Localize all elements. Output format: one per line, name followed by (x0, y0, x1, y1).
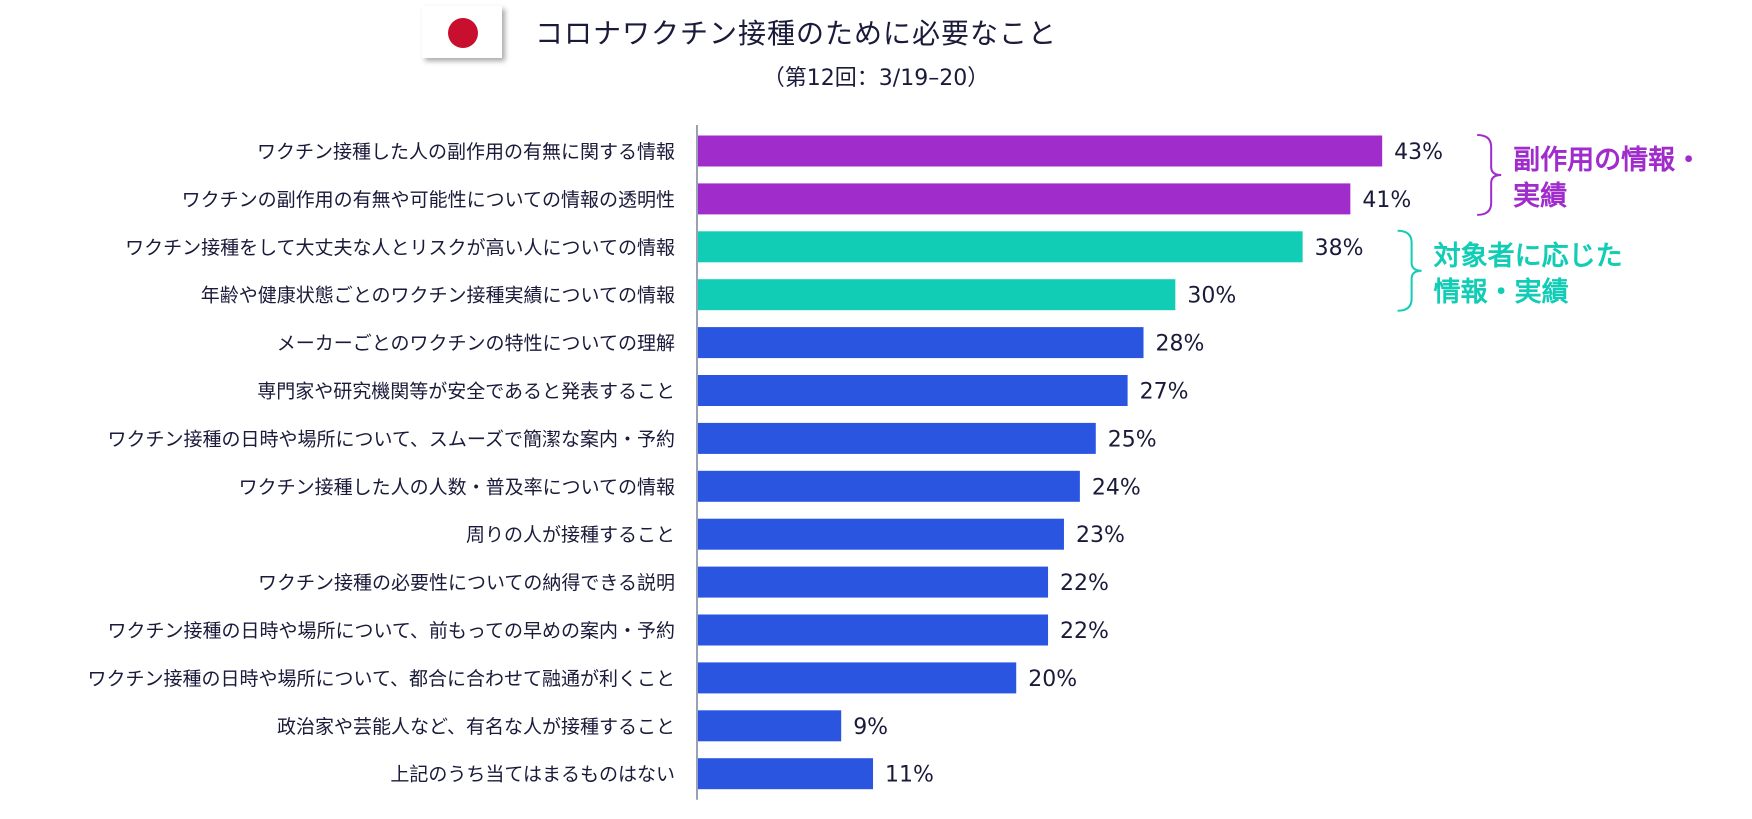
category-label: ワクチン接種の日時や場所について、前もっての早めの案内・予約 (107, 620, 675, 642)
value-label: 24% (1092, 475, 1141, 500)
value-label: 20% (1028, 667, 1077, 692)
group-label: 実績 (1513, 180, 1567, 212)
bar (698, 231, 1303, 263)
category-label: ワクチン接種の日時や場所について、スムーズで簡潔な案内・予約 (107, 428, 675, 450)
bar (698, 758, 874, 790)
group-label: 対象者に応じた (1434, 240, 1623, 272)
bar (698, 135, 1383, 167)
value-label: 38% (1315, 236, 1364, 261)
value-label: 28% (1156, 332, 1205, 357)
category-label: 専門家や研究機関等が安全であると発表すること (257, 381, 675, 403)
category-label: 上記のうち当てはまるものはない (390, 764, 675, 786)
category-label: 年齢や健康状態ごとのワクチン接種実績についての情報 (201, 285, 675, 307)
category-label: 政治家や芸能人など、有名な人が接種すること (277, 716, 675, 738)
chart-title: コロナワクチン接種のために必要なこと (535, 17, 1058, 50)
flag-sun-disc (448, 18, 478, 48)
value-label: 9% (853, 715, 888, 740)
category-label: ワクチン接種をして大丈夫な人とリスクが高い人についての情報 (125, 237, 675, 259)
value-label: 22% (1060, 619, 1109, 644)
value-label: 43% (1394, 140, 1443, 165)
value-label: 30% (1187, 284, 1236, 309)
value-label: 27% (1140, 380, 1189, 405)
bar (698, 710, 842, 742)
value-label: 25% (1108, 427, 1157, 452)
bar (698, 470, 1080, 502)
chart-subtitle: （第12回：3/19–20） (0, 60, 1752, 92)
category-label: ワクチンの副作用の有無や可能性についての情報の透明性 (182, 189, 675, 211)
bar (698, 518, 1064, 550)
value-label: 22% (1060, 571, 1109, 596)
category-label: ワクチン接種の日時や場所について、都合に合わせて融通が利くこと (88, 668, 675, 690)
bar (698, 662, 1017, 694)
bar (698, 279, 1176, 311)
bar (698, 327, 1144, 359)
category-label: ワクチン接種した人の副作用の有無に関する情報 (257, 141, 675, 163)
value-label: 41% (1362, 188, 1411, 213)
bar (698, 566, 1049, 598)
chart-subtitle-text: （第12回：3/19–20） (762, 66, 990, 91)
japan-flag-icon (422, 6, 502, 58)
bar (698, 375, 1128, 406)
category-label: ワクチン接種の必要性についての納得できる説明 (258, 572, 675, 594)
group-brace (1477, 134, 1502, 216)
value-label: 23% (1076, 523, 1125, 548)
bar (698, 422, 1096, 454)
bar (698, 183, 1351, 215)
group-brace (1397, 229, 1422, 312)
category-label: 周りの人が接種すること (466, 524, 675, 546)
category-label: ワクチン接種した人の人数・普及率についての情報 (239, 476, 675, 498)
group-label: 情報・実績 (1434, 276, 1569, 308)
group-label: 副作用の情報・ (1513, 145, 1702, 176)
bar (698, 614, 1049, 646)
category-label: メーカーごとのワクチンの特性についての理解 (277, 333, 675, 355)
value-label: 11% (885, 763, 934, 788)
